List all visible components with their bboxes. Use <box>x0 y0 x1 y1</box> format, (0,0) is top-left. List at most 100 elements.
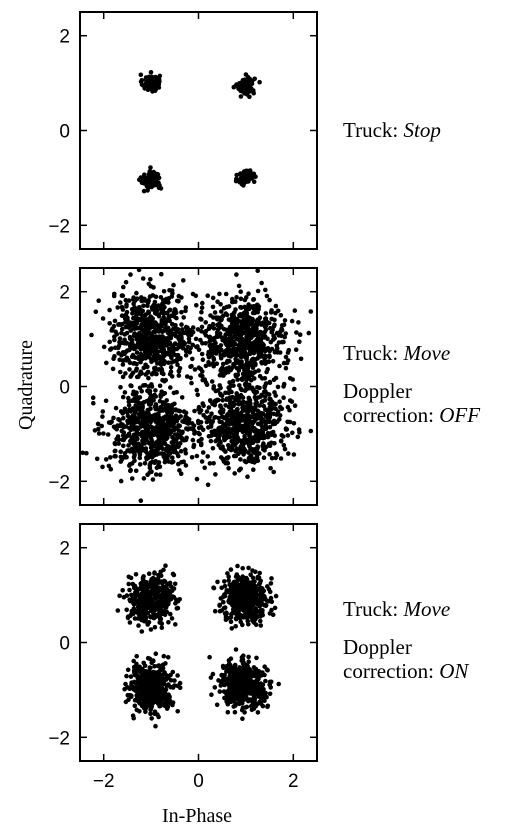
data-point <box>133 594 138 600</box>
data-point <box>181 278 186 283</box>
data-point <box>122 390 128 395</box>
data-point <box>250 365 256 371</box>
panel-2-annotation: Truck: Move Doppler correction: OFF <box>343 341 480 427</box>
data-point <box>153 83 158 89</box>
data-point <box>263 316 268 322</box>
data-point <box>119 326 125 332</box>
data-point <box>239 364 245 370</box>
data-point <box>239 691 245 697</box>
data-point <box>224 397 229 403</box>
data-point <box>166 360 171 366</box>
data-point <box>127 367 132 372</box>
data-point <box>170 321 175 327</box>
data-point <box>291 421 297 426</box>
data-point <box>118 385 123 390</box>
data-point <box>247 444 252 449</box>
data-point <box>122 313 128 319</box>
y-tick-label: −2 <box>48 728 70 749</box>
data-point <box>136 400 142 406</box>
data-point <box>228 690 233 695</box>
data-point <box>268 595 274 601</box>
data-point <box>184 435 189 441</box>
data-point <box>148 432 154 438</box>
data-point <box>141 476 147 481</box>
data-point <box>159 304 165 310</box>
data-point <box>118 369 123 375</box>
data-point <box>158 295 164 300</box>
data-point <box>204 409 210 414</box>
data-point <box>226 658 232 663</box>
data-point <box>270 358 276 364</box>
data-point <box>244 361 250 366</box>
data-point <box>149 673 154 678</box>
data-point <box>171 390 177 396</box>
data-point <box>113 405 119 411</box>
data-point <box>269 346 275 352</box>
data-point <box>120 358 126 363</box>
y-axis-title: Quadrature <box>15 340 37 430</box>
data-point <box>246 382 252 388</box>
data-point <box>175 683 180 689</box>
data-point <box>218 367 224 372</box>
data-point <box>119 428 125 434</box>
data-point <box>224 312 230 318</box>
data-point <box>99 423 104 429</box>
data-point <box>162 328 168 333</box>
y-tick-label: 2 <box>59 27 70 48</box>
data-point <box>123 279 129 285</box>
data-point <box>250 587 255 593</box>
data-point <box>237 383 242 388</box>
data-point <box>220 444 225 450</box>
data-point <box>240 566 245 571</box>
data-point <box>203 320 208 325</box>
data-point <box>153 365 158 371</box>
data-point <box>134 653 139 659</box>
data-point <box>160 451 165 456</box>
data-point <box>137 311 143 317</box>
data-point <box>166 692 171 697</box>
data-point <box>258 421 264 427</box>
data-point <box>117 417 122 423</box>
data-point <box>200 300 205 306</box>
data-point <box>131 658 136 664</box>
data-point <box>237 697 242 702</box>
data-point <box>89 332 94 338</box>
panel-1-truck-state: Stop <box>403 118 441 142</box>
data-point <box>272 350 278 355</box>
data-point <box>150 477 156 482</box>
data-point <box>170 700 176 705</box>
data-point <box>132 671 137 676</box>
data-point <box>223 291 229 297</box>
data-point <box>283 331 289 336</box>
data-point <box>152 613 157 618</box>
data-point <box>215 333 221 339</box>
data-point <box>173 310 179 316</box>
data-point <box>131 297 136 302</box>
data-point <box>190 325 196 330</box>
data-point <box>253 332 259 338</box>
data-point <box>219 679 225 684</box>
data-point <box>121 436 127 441</box>
panel-3: −202−2 0 2 <box>48 523 318 792</box>
data-point <box>219 608 224 613</box>
data-point <box>276 681 282 687</box>
data-point <box>234 272 239 277</box>
data-point <box>227 418 233 423</box>
data-point <box>162 676 167 682</box>
data-point <box>190 356 195 362</box>
data-point <box>119 304 125 310</box>
data-point <box>126 399 132 405</box>
data-point <box>131 611 136 616</box>
data-point <box>113 448 118 454</box>
panel-1-points <box>137 70 262 194</box>
data-point <box>114 436 119 442</box>
data-point <box>100 409 106 414</box>
data-point <box>112 337 117 343</box>
data-point <box>143 705 149 711</box>
data-point <box>275 384 281 390</box>
data-point <box>162 441 168 447</box>
data-point <box>210 671 216 677</box>
data-point <box>251 297 256 302</box>
data-point <box>143 709 148 715</box>
data-point <box>142 676 148 681</box>
